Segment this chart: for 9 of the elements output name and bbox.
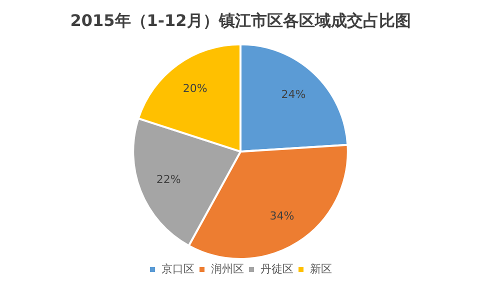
data-label: 22% xyxy=(156,172,181,186)
legend-label: 新区 xyxy=(310,262,332,276)
data-label: 20% xyxy=(182,82,208,95)
legend-label: 丹徒区 xyxy=(260,262,294,276)
legend-label: 润州区 xyxy=(211,262,244,276)
data-label: 34% xyxy=(270,210,294,223)
chart-title: 2015年（1-12月）镇江市区各区域成交占比图 xyxy=(70,10,411,30)
data-label: 24% xyxy=(281,88,306,102)
legend-label: 京口区 xyxy=(162,262,194,276)
